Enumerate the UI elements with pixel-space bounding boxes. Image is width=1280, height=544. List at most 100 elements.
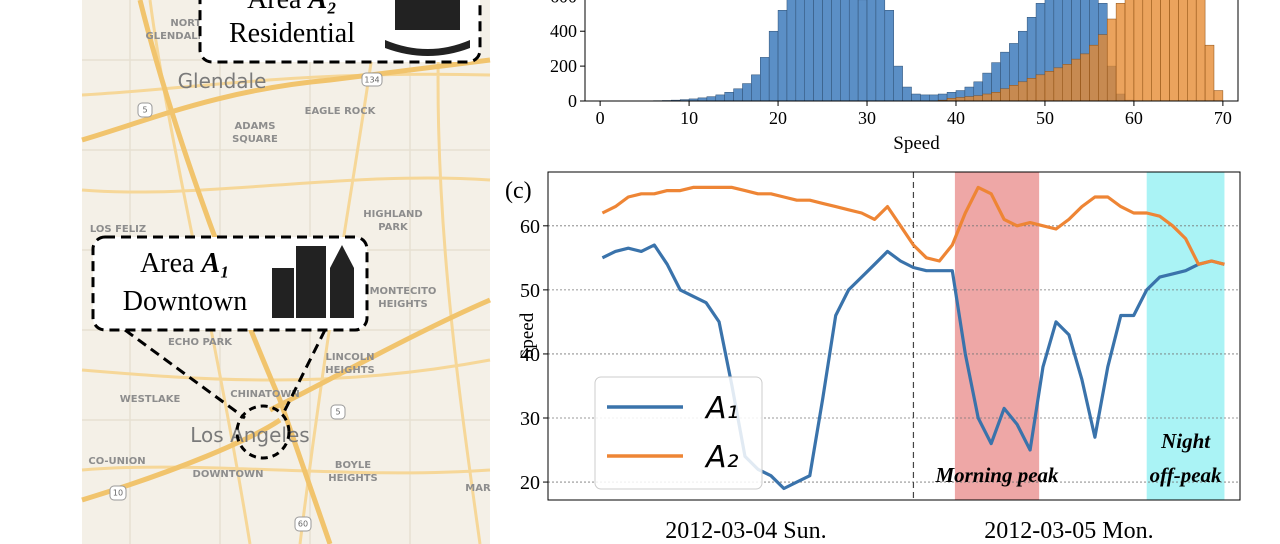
- bar: [1071, 58, 1081, 102]
- shield-label: 134: [364, 76, 379, 85]
- x-tick-label: 2012-03-05 Mon.: [984, 518, 1153, 544]
- city-label: Glendale: [178, 69, 267, 93]
- bar: [1089, 44, 1099, 102]
- bar: [866, 0, 877, 102]
- city-label: Los Angeles: [190, 423, 309, 447]
- x-tick-label: 60: [1125, 108, 1143, 128]
- callout-area: A₂: [306, 0, 336, 15]
- downtown-icon: [272, 245, 354, 318]
- bar: [1062, 64, 1072, 102]
- y-tick-label: 600: [550, 0, 577, 6]
- x-axis-label: Speed: [893, 133, 940, 154]
- y-tick-label: 20: [520, 472, 540, 494]
- bar: [1187, 0, 1197, 102]
- callout-prefix: Area: [140, 248, 195, 279]
- place-label: PARK: [378, 222, 409, 233]
- icon-part: [296, 246, 326, 318]
- callout: Area A₂ Residential: [198, 0, 482, 64]
- bar: [786, 0, 797, 102]
- x-tick-label: 2012-03-04 Sun.: [665, 518, 826, 544]
- map: NORTH GLENDALE Glendale EAGLE ROCK ADAMS…: [81, 0, 491, 544]
- place-label: NORTH: [170, 18, 209, 29]
- callout-prefix: Area: [247, 0, 302, 15]
- bar: [848, 0, 859, 102]
- bar: [893, 65, 903, 102]
- series-line: [601, 243, 1225, 491]
- bar: [1178, 0, 1188, 102]
- bar: [982, 93, 992, 102]
- icon-part: [330, 245, 354, 318]
- y-axis-label: Speed: [517, 312, 538, 359]
- bar: [706, 96, 717, 102]
- icon-part: [272, 268, 294, 318]
- bar: [831, 0, 841, 102]
- place-label: WESTLAKE: [120, 394, 181, 405]
- bar: [1053, 67, 1063, 102]
- bar: [875, 0, 886, 102]
- bar: [1151, 0, 1161, 102]
- bar: [1080, 53, 1090, 102]
- bar: [857, 0, 868, 102]
- bar: [1009, 85, 1019, 102]
- y-tick-label: 30: [520, 408, 540, 430]
- legend-label: A₁: [704, 391, 739, 426]
- place-label: SQUARE: [232, 134, 278, 145]
- bar: [724, 92, 734, 102]
- place-label: GLENDALE: [145, 31, 204, 42]
- shield-label: 10: [113, 489, 123, 498]
- callout-kind: Downtown: [123, 286, 247, 317]
- bar: [1035, 74, 1046, 102]
- axes-frame: [547, 171, 1241, 501]
- bar: [884, 10, 894, 102]
- bar: [742, 83, 752, 102]
- shield: [361, 72, 383, 87]
- freeways: [81, 0, 491, 544]
- bar: [1098, 34, 1108, 102]
- bar: [1204, 44, 1215, 102]
- bar: [911, 93, 921, 102]
- legend-label: A₂: [704, 440, 739, 475]
- callout: Area A₁ Downtown: [91, 235, 369, 332]
- legend: A₁ A₂: [594, 376, 763, 490]
- y-tick-label: 50: [520, 280, 540, 302]
- x-tick-label: 50: [1036, 108, 1054, 128]
- y-tick-label: 60: [520, 216, 540, 238]
- place-label: DOWNTOWN: [193, 469, 264, 480]
- place-label: LOS FELIZ: [90, 224, 146, 235]
- residential-icon: [385, 0, 470, 56]
- place-label: CO-UNION: [88, 456, 145, 467]
- bar: [991, 92, 1001, 102]
- shield: [137, 102, 153, 118]
- bar: [973, 95, 983, 102]
- shield-label: 5: [142, 106, 147, 115]
- bar: [1115, 3, 1126, 102]
- bar: [1026, 78, 1037, 102]
- bar: [1018, 81, 1028, 102]
- bar: [751, 74, 761, 102]
- bar: [768, 30, 779, 102]
- shield: [294, 516, 312, 532]
- bar: [929, 94, 939, 102]
- bar: [920, 94, 930, 102]
- x-tick-label: 0: [596, 108, 605, 128]
- span-label: off-peak: [1150, 463, 1222, 487]
- legend-box: [594, 376, 763, 490]
- x-tick-label: 30: [858, 108, 876, 128]
- panel-label: (c): [505, 178, 532, 204]
- place-label: HEIGHTS: [325, 365, 375, 376]
- shield: [330, 404, 346, 420]
- callout-area: A₁: [199, 248, 229, 279]
- highlight-span: [954, 172, 1040, 500]
- bar: [1160, 0, 1170, 102]
- span-label: Night: [1160, 429, 1211, 453]
- axes-frame: [584, 0, 1239, 102]
- place-label: MAR: [465, 483, 491, 494]
- bar: [1142, 0, 1152, 102]
- place-label: HEIGHTS: [328, 473, 378, 484]
- bar: [1195, 0, 1206, 102]
- bar: [813, 0, 823, 102]
- y-tick-label: 200: [550, 56, 577, 76]
- span-label: Morning peak: [934, 463, 1059, 487]
- highlight-span: [1146, 172, 1225, 500]
- shields: 134 5 5 10 60: [109, 72, 383, 532]
